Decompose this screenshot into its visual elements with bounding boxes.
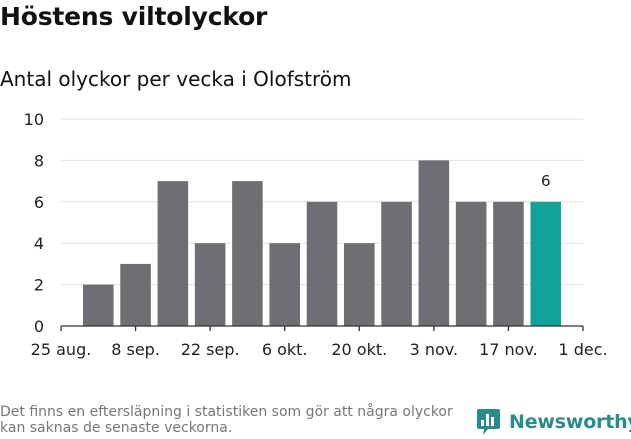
y-tick-label: 4	[34, 234, 44, 253]
bar	[82, 284, 114, 326]
y-tick-label: 2	[34, 276, 44, 295]
footnote: Det finns en eftersläpning i statistiken…	[0, 404, 453, 436]
x-tick-label: 6 okt.	[262, 340, 308, 359]
bar-chart: 0 2 4 6 8 10 6 25 aug. 8 sep. 22 sep. 6 okt. 20 okt…	[24, 110, 608, 359]
y-tick-label: 6	[34, 193, 44, 212]
bar	[194, 243, 226, 326]
bar-value-label: 6	[541, 172, 551, 190]
chart-title: Höstens viltolyckor	[0, 2, 268, 31]
bar	[418, 160, 450, 326]
bar	[455, 201, 487, 326]
y-tick-label: 8	[34, 151, 44, 170]
y-tick-label: 10	[24, 110, 44, 129]
x-tick-label: 25 aug.	[31, 340, 92, 359]
bar	[493, 201, 524, 326]
chart-subtitle: Antal olyckor per vecka i Olofström	[0, 67, 352, 91]
bar	[343, 243, 375, 326]
bar	[232, 181, 263, 326]
brand-name: Newsworthy	[509, 411, 631, 433]
brand-logo: Newsworthy	[476, 408, 631, 436]
x-tick-label: 8 sep.	[111, 340, 160, 359]
x-tick-label: 22 sep.	[181, 340, 240, 359]
x-tick-label: 20 okt.	[331, 340, 387, 359]
bar	[120, 263, 151, 326]
bar	[269, 243, 301, 326]
newsworthy-logo-icon	[477, 409, 500, 435]
bar	[381, 201, 412, 326]
x-tick-label: 1 dec.	[558, 340, 607, 359]
bar-highlight	[530, 201, 562, 326]
x-tick-label: 17 nov.	[479, 340, 538, 359]
bar	[306, 201, 338, 326]
x-tick-label: 3 nov.	[410, 340, 459, 359]
bar	[157, 181, 189, 326]
y-tick-label: 0	[34, 317, 44, 336]
